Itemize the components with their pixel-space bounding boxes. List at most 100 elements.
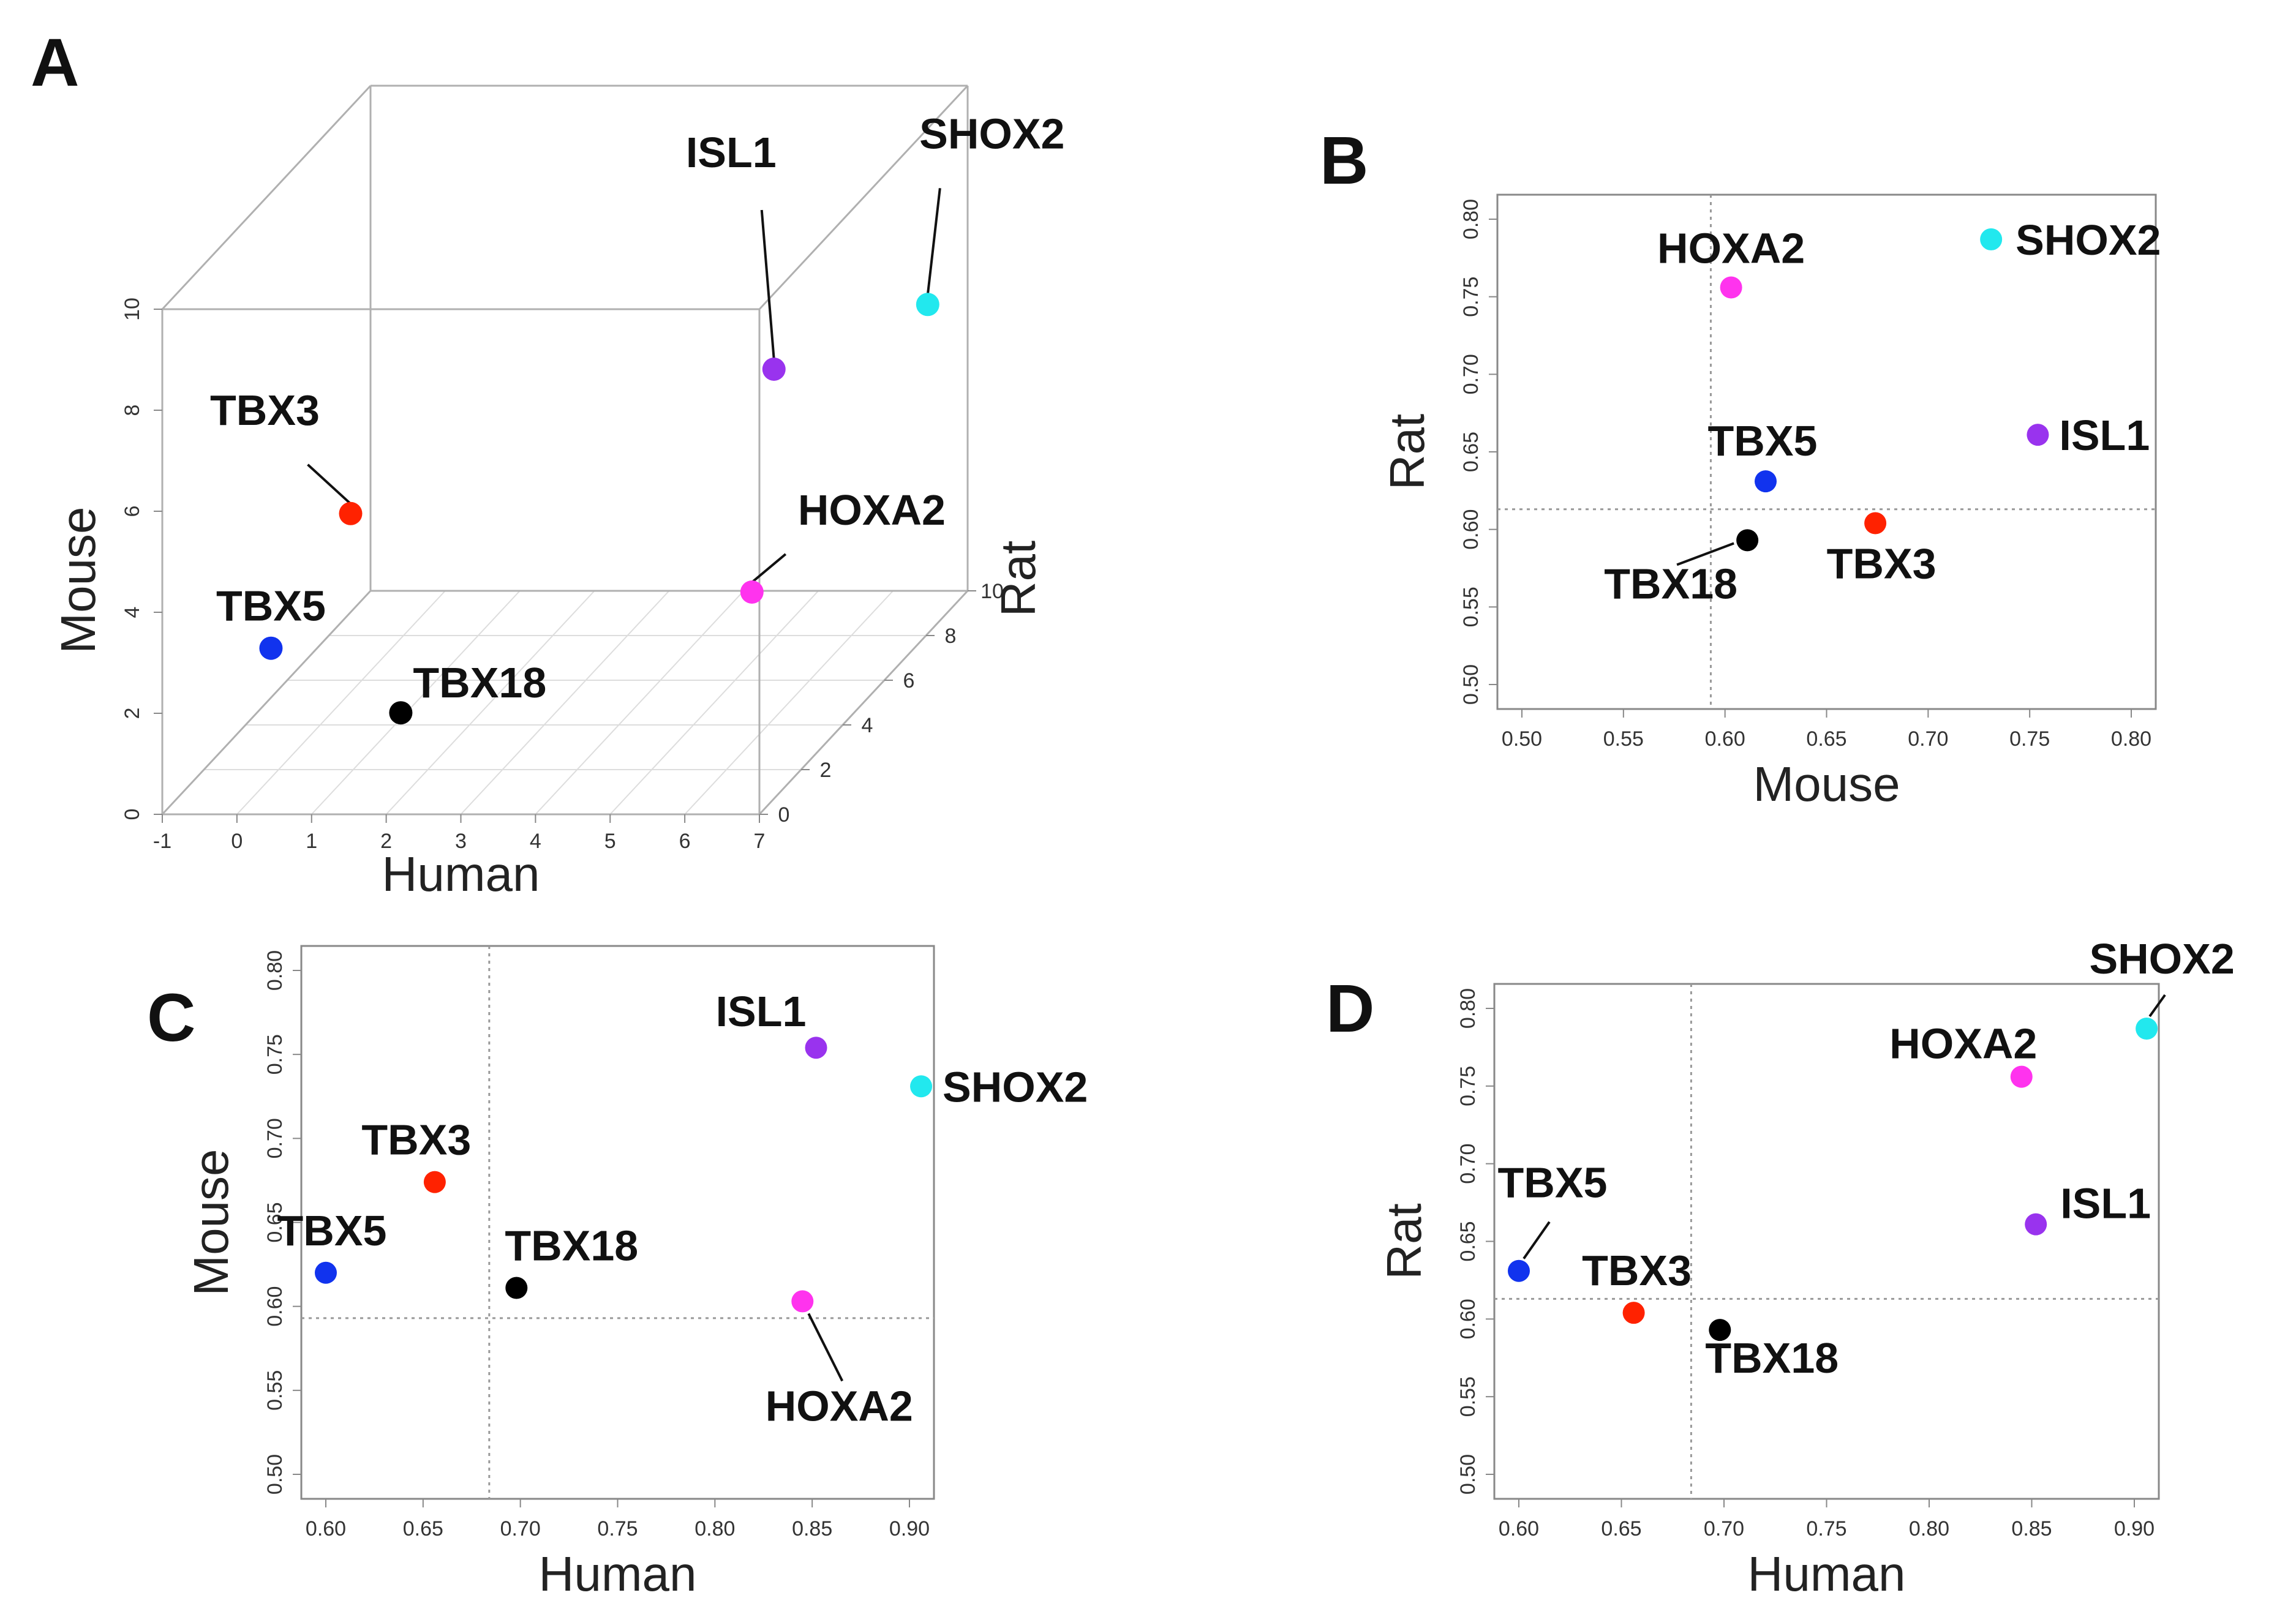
data-point xyxy=(1508,1259,1530,1282)
cube-edge xyxy=(161,590,372,816)
data-point xyxy=(339,501,363,525)
y-tick-label: 0.60 xyxy=(1459,509,1483,550)
x-tick-label: 0 xyxy=(231,830,243,853)
data-point xyxy=(2010,1065,2033,1088)
floor-grid-line xyxy=(385,590,595,815)
point-label: SHOX2 xyxy=(943,1063,1088,1111)
point-label: HOXA2 xyxy=(766,1382,913,1430)
z-tick-label: 6 xyxy=(903,669,915,692)
y-tick-label: 0.55 xyxy=(1456,1376,1480,1417)
y-tick-label: 0.50 xyxy=(1456,1454,1480,1495)
data-point xyxy=(505,1277,528,1299)
y-tick-label: 0 xyxy=(121,809,144,820)
x-tick-label: 0.55 xyxy=(1603,727,1644,751)
point-label: TBX5 xyxy=(1708,417,1818,465)
data-point xyxy=(1720,276,1742,299)
x-tick-label: 0.90 xyxy=(889,1517,930,1540)
cube-edge xyxy=(758,590,969,816)
panel-b: B 0.50 0.55 0.60 0.65 0.70 0.75 0.80 0.50 0.55 0.6… xyxy=(1320,123,2161,811)
point-label: TBX5 xyxy=(216,582,326,630)
x-tick-label: 1 xyxy=(306,830,317,853)
point-label: TBX3 xyxy=(210,386,320,434)
y-tick-label: 0.60 xyxy=(263,1286,287,1327)
x-tick-label: 0.85 xyxy=(2011,1517,2052,1540)
z-tick-label: 4 xyxy=(862,714,873,737)
label-leader-line xyxy=(1676,542,1734,566)
y-axis-label: Rat xyxy=(1377,1203,1431,1280)
y-tick-label: 0.80 xyxy=(1459,199,1483,239)
point-label: TBX3 xyxy=(1827,540,1937,588)
y-tick-label: 2 xyxy=(121,708,144,719)
panel-c: C 0.60 0.65 0.70 0.75 0.80 0.85 0.90 0.50 0.55 0.6… xyxy=(147,945,1088,1601)
point-label: TBX18 xyxy=(1705,1334,1839,1382)
data-point xyxy=(805,1037,827,1059)
point-label: TBX3 xyxy=(1582,1247,1692,1294)
panel-label-c: C xyxy=(147,980,195,1056)
x-tick-label: 0.65 xyxy=(403,1517,443,1540)
point-label: TBX5 xyxy=(277,1207,387,1255)
point-label: ISL1 xyxy=(686,129,777,176)
floor-grid-line xyxy=(684,590,894,815)
plot-frame xyxy=(1496,193,2157,710)
point-label: HOXA2 xyxy=(1889,1020,2037,1068)
floor-grid-line xyxy=(609,590,819,815)
y-tick-label: 4 xyxy=(121,607,144,618)
x-tick-label: 0.70 xyxy=(500,1517,541,1540)
y-tick-label: 0.55 xyxy=(1459,587,1483,627)
y-tick-label: 0.65 xyxy=(1456,1221,1480,1261)
point-label: SHOX2 xyxy=(2089,935,2234,983)
cube-edge xyxy=(161,84,372,310)
panel-label-b: B xyxy=(1320,123,1368,198)
data-point xyxy=(259,636,283,660)
data-point xyxy=(916,293,939,317)
x-tick-label: 0.60 xyxy=(306,1517,346,1540)
x-tick-label: 0.80 xyxy=(1909,1517,1949,1540)
x-tick-label: 0.60 xyxy=(1499,1517,1539,1540)
y-tick-label: 0.70 xyxy=(263,1118,287,1158)
data-point xyxy=(762,358,786,381)
x-axis-label: Human xyxy=(1748,1547,1906,1601)
label-leader-line xyxy=(807,1313,844,1382)
x-tick-label: 0.70 xyxy=(1908,727,1948,751)
data-point xyxy=(2027,424,2049,446)
data-point xyxy=(1864,512,1887,535)
x-tick-label: 0.90 xyxy=(2114,1517,2155,1540)
y-tick-label: 0.80 xyxy=(1456,988,1480,1029)
y-tick-label: 0.75 xyxy=(1456,1066,1480,1106)
y-tick-label: 0.50 xyxy=(263,1454,287,1495)
y-axis-label: Mouse xyxy=(51,506,105,653)
floor-grid-line xyxy=(236,590,446,815)
x-tick-label: 0.85 xyxy=(792,1517,832,1540)
y-tick-label: 0.75 xyxy=(263,1034,287,1075)
y-axis-label: Mouse xyxy=(184,1149,238,1296)
y-tick-label: 0.70 xyxy=(1456,1144,1480,1184)
x-tick-label: 0.75 xyxy=(2009,727,2050,751)
point-label: SHOX2 xyxy=(919,110,1064,157)
x-tick-label: 0.65 xyxy=(1601,1517,1641,1540)
x-tick-label: 2 xyxy=(380,830,392,853)
point-label: TBX5 xyxy=(1498,1159,1608,1207)
x-axis-label: Mouse xyxy=(1753,757,1900,811)
point-label: HOXA2 xyxy=(1657,224,1805,272)
y-tick-label: 0.80 xyxy=(263,950,287,991)
point-label: HOXA2 xyxy=(798,486,946,534)
cube-edge xyxy=(758,84,969,310)
z-tick-label: 8 xyxy=(945,625,957,648)
y-tick-label: 0.55 xyxy=(263,1370,287,1411)
x-tick-label: 0.70 xyxy=(1704,1517,1744,1540)
point-label: SHOX2 xyxy=(2016,216,2161,264)
y-tick-label: 0.65 xyxy=(1459,432,1483,472)
label-leader-line xyxy=(926,188,941,295)
point-label: ISL1 xyxy=(2060,1180,2151,1228)
panel-label-a: A xyxy=(31,25,79,100)
z-axis-label: Rat xyxy=(991,541,1045,617)
data-point xyxy=(740,580,764,604)
floor-grid-line xyxy=(311,590,521,815)
x-tick-label: 0.80 xyxy=(2111,727,2151,751)
label-leader-line xyxy=(760,209,775,360)
x-tick-label: 7 xyxy=(754,830,766,853)
floor-grid-line xyxy=(535,590,745,815)
point-label: TBX18 xyxy=(505,1221,638,1269)
